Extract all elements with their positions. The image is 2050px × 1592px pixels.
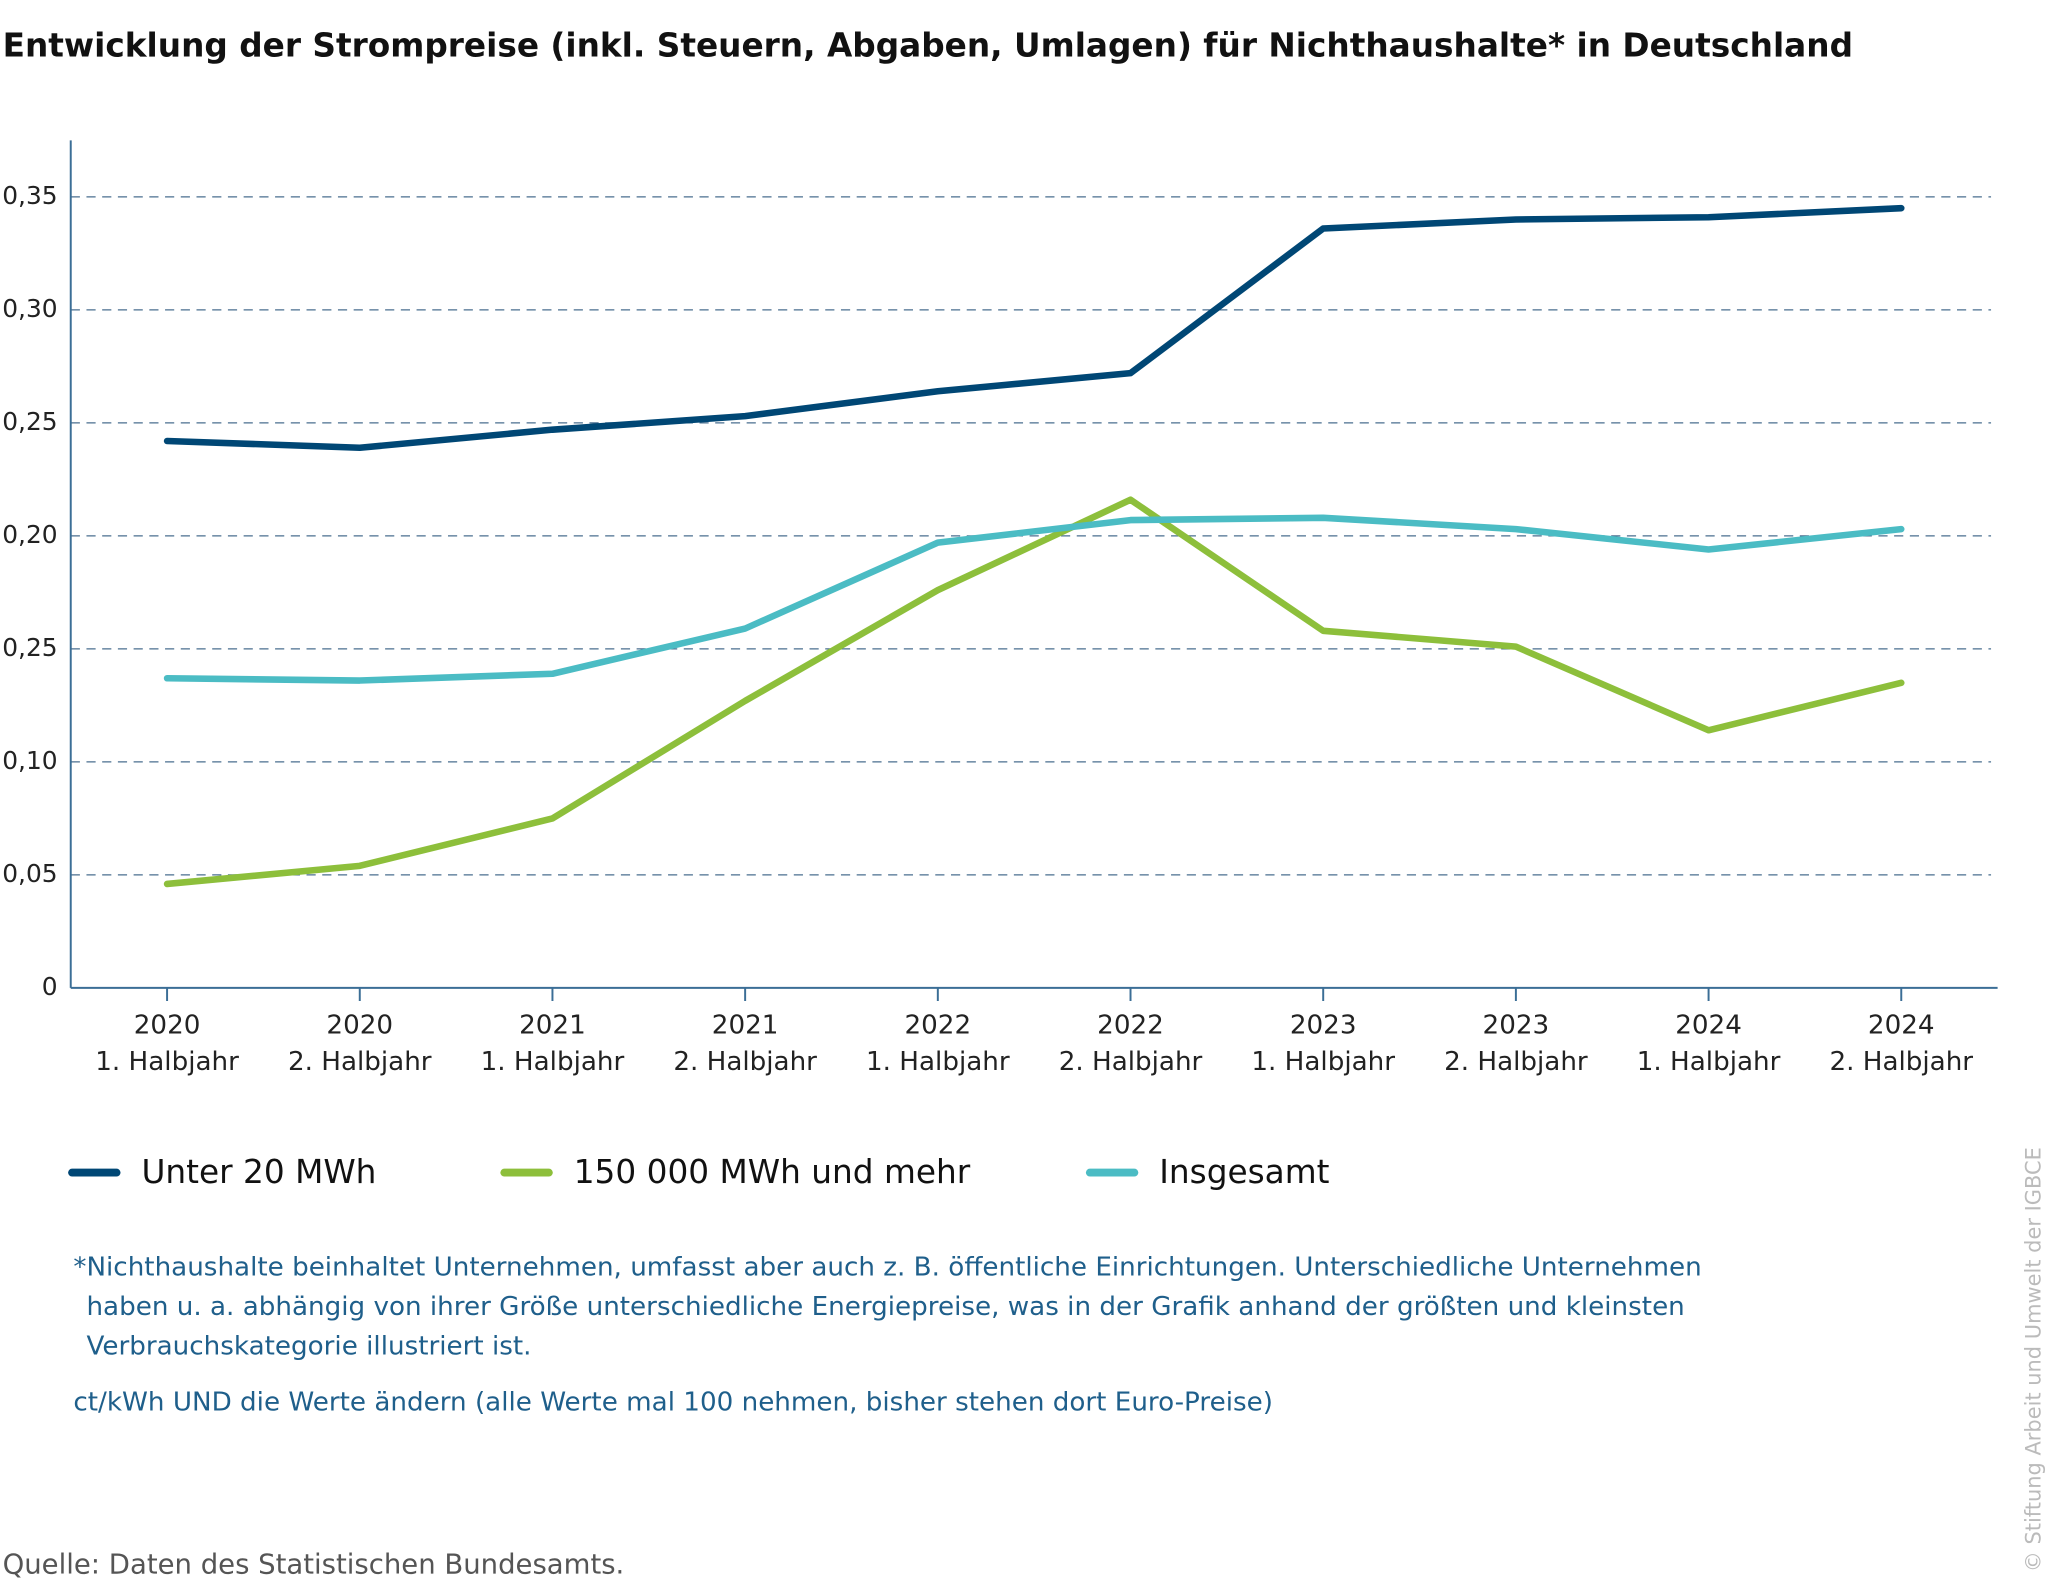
x-tick-label: 2023 bbox=[1483, 1010, 1550, 1040]
x-tick-label: 1. Halbjahr bbox=[866, 1047, 1010, 1077]
x-tick-label: 2. Halbjahr bbox=[1059, 1047, 1203, 1077]
x-tick-label: 2020 bbox=[134, 1010, 201, 1040]
footnote: haben u. a. abhängig von ihrer Größe unt… bbox=[86, 1292, 1684, 1322]
x-tick-label: 2023 bbox=[1290, 1010, 1357, 1040]
note: ct/kWh UND die Werte ändern (alle Werte … bbox=[73, 1388, 1273, 1418]
footnote: Verbrauchskategorie illustriert ist. bbox=[86, 1331, 531, 1361]
legend-label: Insgesamt bbox=[1159, 1153, 1329, 1191]
y-tick-label: 0,30 bbox=[2, 294, 57, 323]
y-tick-label: 0,05 bbox=[2, 859, 57, 888]
copyright: © Stiftung Arbeit und Umwelt der IGBCE bbox=[2021, 1147, 2045, 1572]
x-tick-label: 2021 bbox=[712, 1010, 779, 1040]
x-tick-label: 2. Halbjahr bbox=[1829, 1047, 1973, 1077]
y-tick-label: 0,10 bbox=[2, 746, 57, 775]
x-tick-label: 2022 bbox=[1097, 1010, 1164, 1040]
x-tick-label: 2024 bbox=[1868, 1010, 1935, 1040]
y-tick-label: 0,35 bbox=[2, 181, 57, 210]
series-line bbox=[163, 496, 1905, 888]
x-tick-label: 2020 bbox=[326, 1010, 393, 1040]
x-tick-label: 1. Halbjahr bbox=[95, 1047, 239, 1077]
y-tick-label: 0,25 bbox=[2, 407, 57, 436]
x-tick-label: 1. Halbjahr bbox=[1637, 1047, 1781, 1077]
x-tick-label: 2. Halbjahr bbox=[288, 1047, 432, 1077]
source: Quelle: Daten des Statistischen Bundesam… bbox=[3, 1549, 625, 1581]
x-tick-label: 1. Halbjahr bbox=[1251, 1047, 1395, 1077]
series-line bbox=[163, 514, 1905, 684]
x-tick-label: 2. Halbjahr bbox=[673, 1047, 817, 1077]
footnote: *Nichthaushalte beinhaltet Unternehmen, … bbox=[73, 1253, 1701, 1283]
legend-label: 150 000 MWh und mehr bbox=[574, 1153, 971, 1191]
series-line bbox=[163, 204, 1905, 452]
x-tick-label: 2024 bbox=[1675, 1010, 1742, 1040]
x-tick-label: 2022 bbox=[904, 1010, 971, 1040]
legend-label: Unter 20 MWh bbox=[141, 1153, 376, 1191]
y-tick-label: 0,25 bbox=[2, 633, 57, 662]
y-tick-label: 0 bbox=[42, 972, 58, 1001]
y-tick-label: 0,20 bbox=[2, 520, 57, 549]
x-tick-label: 1. Halbjahr bbox=[481, 1047, 625, 1077]
x-tick-label: 2. Halbjahr bbox=[1444, 1047, 1588, 1077]
x-tick-label: 2021 bbox=[519, 1010, 586, 1040]
chart-title: Entwicklung der Strompreise (inkl. Steue… bbox=[3, 26, 1853, 64]
